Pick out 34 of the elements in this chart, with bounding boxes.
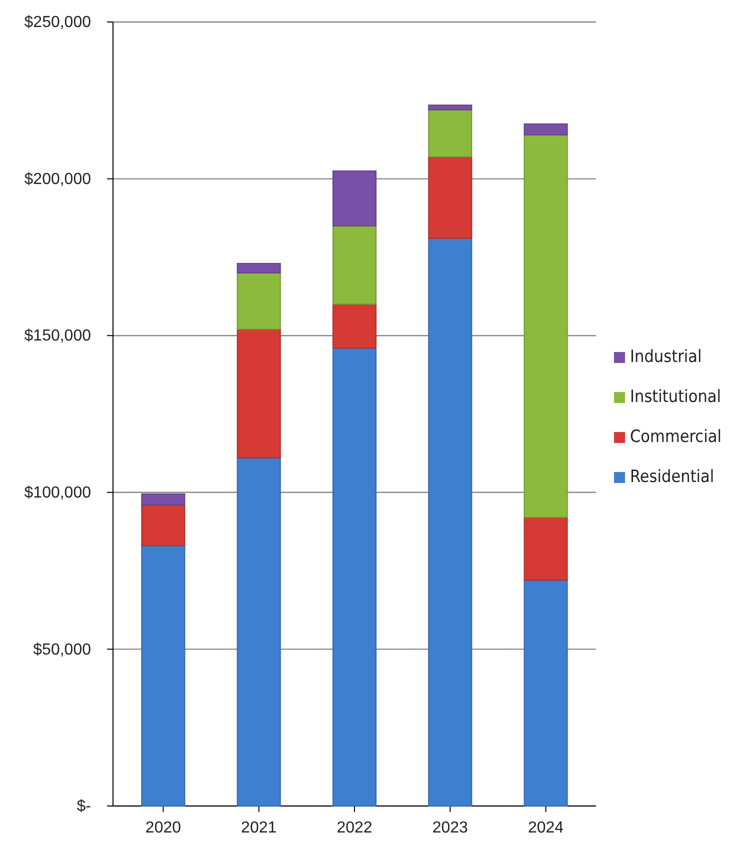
legend-label: Industrial <box>630 347 702 367</box>
bar <box>428 156 472 239</box>
bar <box>332 170 377 226</box>
x-tick-label: 2024 <box>528 820 564 837</box>
y-tick-label: $- <box>76 798 91 816</box>
bar <box>236 262 281 274</box>
bar <box>524 134 568 518</box>
y-tick-label: $200,000 <box>24 170 92 188</box>
x-tick-label: 2020 <box>145 820 182 837</box>
bar <box>332 348 377 806</box>
legend-label: Commercial <box>630 427 722 447</box>
bar <box>141 504 186 546</box>
x-tick-label: 2023 <box>432 820 468 837</box>
bar <box>332 225 377 305</box>
bar <box>236 328 281 458</box>
bar <box>141 493 186 506</box>
x-tick-label: 2021 <box>241 820 277 837</box>
x-tick-label: 2022 <box>336 820 372 837</box>
bar <box>141 545 186 806</box>
y-tick-label: $100,000 <box>24 484 92 502</box>
legend-label: Residential <box>630 467 714 487</box>
legend-label: Institutional <box>630 387 722 407</box>
bar <box>428 109 472 158</box>
bar <box>428 104 472 110</box>
bar <box>236 272 281 330</box>
bar <box>524 580 568 806</box>
bar <box>524 123 568 136</box>
bar <box>428 238 472 806</box>
y-tick-label: $50,000 <box>33 641 92 658</box>
y-tick-label: $150,000 <box>24 328 92 345</box>
y-tick-label: $250,000 <box>24 14 92 32</box>
bar <box>236 457 281 806</box>
bar <box>332 304 377 349</box>
bar <box>524 516 568 581</box>
